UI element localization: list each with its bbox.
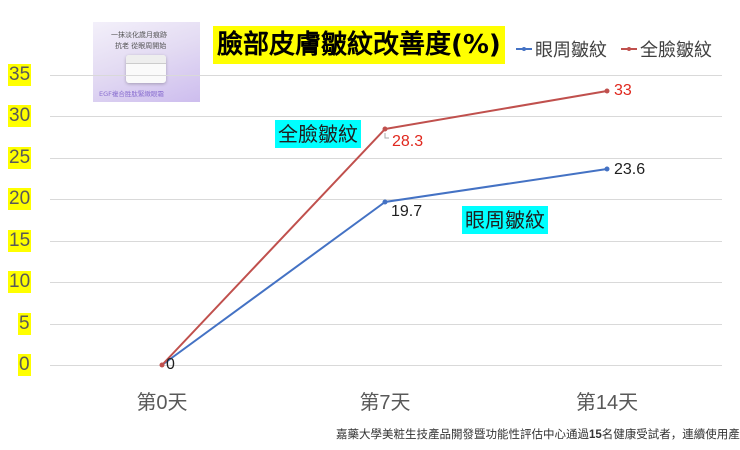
gridline: [50, 158, 722, 159]
data-point: [159, 362, 165, 368]
data-label-face-d7: 28.3: [392, 133, 424, 150]
data-label-face-d14: 33: [614, 82, 632, 99]
footnote-suffix: 名健康受試者，連續使用產品: [601, 427, 740, 441]
gridline: [50, 282, 722, 283]
gridline: [50, 199, 722, 200]
gridline: [50, 241, 722, 242]
legend-item-eye: 眼周皺紋: [516, 36, 607, 62]
y-tick: 30: [8, 105, 32, 127]
footnote-count: 15: [589, 429, 602, 441]
x-tick: 第0天: [136, 392, 188, 414]
legend-label: 全臉皺紋: [640, 40, 712, 61]
data-label-eye-d14: 23.6: [614, 161, 646, 178]
y-tick: 25: [8, 147, 32, 169]
series-line-eye: [161, 168, 608, 366]
y-tick: 10: [8, 271, 32, 293]
product-tagline: 一抹淡化歲月痕跡: [111, 31, 167, 39]
chart-legend: 眼周皺紋 全臉皺紋: [516, 36, 712, 62]
y-tick: 20: [8, 188, 32, 210]
footnote-prefix: 嘉藥大學美粧生技產品開發暨功能性評估中心通過: [336, 427, 589, 441]
chart-title: 臉部皮膚皺紋改善度(%): [213, 26, 505, 64]
footnote: 嘉藥大學美粧生技產品開發暨功能性評估中心通過15名健康受試者，連續使用產品: [336, 426, 740, 442]
y-tick: 0: [18, 354, 31, 376]
data-point: [382, 199, 388, 205]
product-subtagline: 抗老 從眼周開始: [115, 42, 167, 50]
data-point: [604, 166, 610, 172]
cream-jar-icon: [126, 55, 166, 83]
data-label-origin: 0: [166, 356, 175, 373]
gridline: [50, 324, 722, 325]
product-name: EGF複合胜肽緊緻眼霜: [99, 90, 164, 98]
y-tick: 15: [8, 230, 32, 252]
product-image: 一抹淡化歲月痕跡 抗老 從眼周開始 EGF複合胜肽緊緻眼霜: [93, 22, 200, 102]
callout-full-face: 全臉皺紋: [275, 120, 361, 148]
x-tick: 第7天: [359, 392, 411, 414]
data-point: [382, 126, 388, 132]
callout-eye: 眼周皺紋: [462, 206, 548, 234]
legend-label: 眼周皺紋: [535, 40, 607, 61]
legend-item-full-face: 全臉皺紋: [621, 36, 712, 62]
data-label-eye-d7: 19.7: [391, 203, 423, 220]
y-tick: 5: [18, 313, 31, 335]
data-point: [604, 88, 610, 94]
x-tick: 第14天: [575, 392, 639, 414]
gridline: [50, 75, 722, 76]
leader-line: [384, 133, 389, 139]
legend-line-blue-icon: [516, 47, 532, 51]
legend-line-red-icon: [621, 47, 637, 51]
x-axis-line: [50, 365, 722, 366]
y-tick: 35: [8, 64, 32, 86]
gridline: [50, 116, 722, 117]
